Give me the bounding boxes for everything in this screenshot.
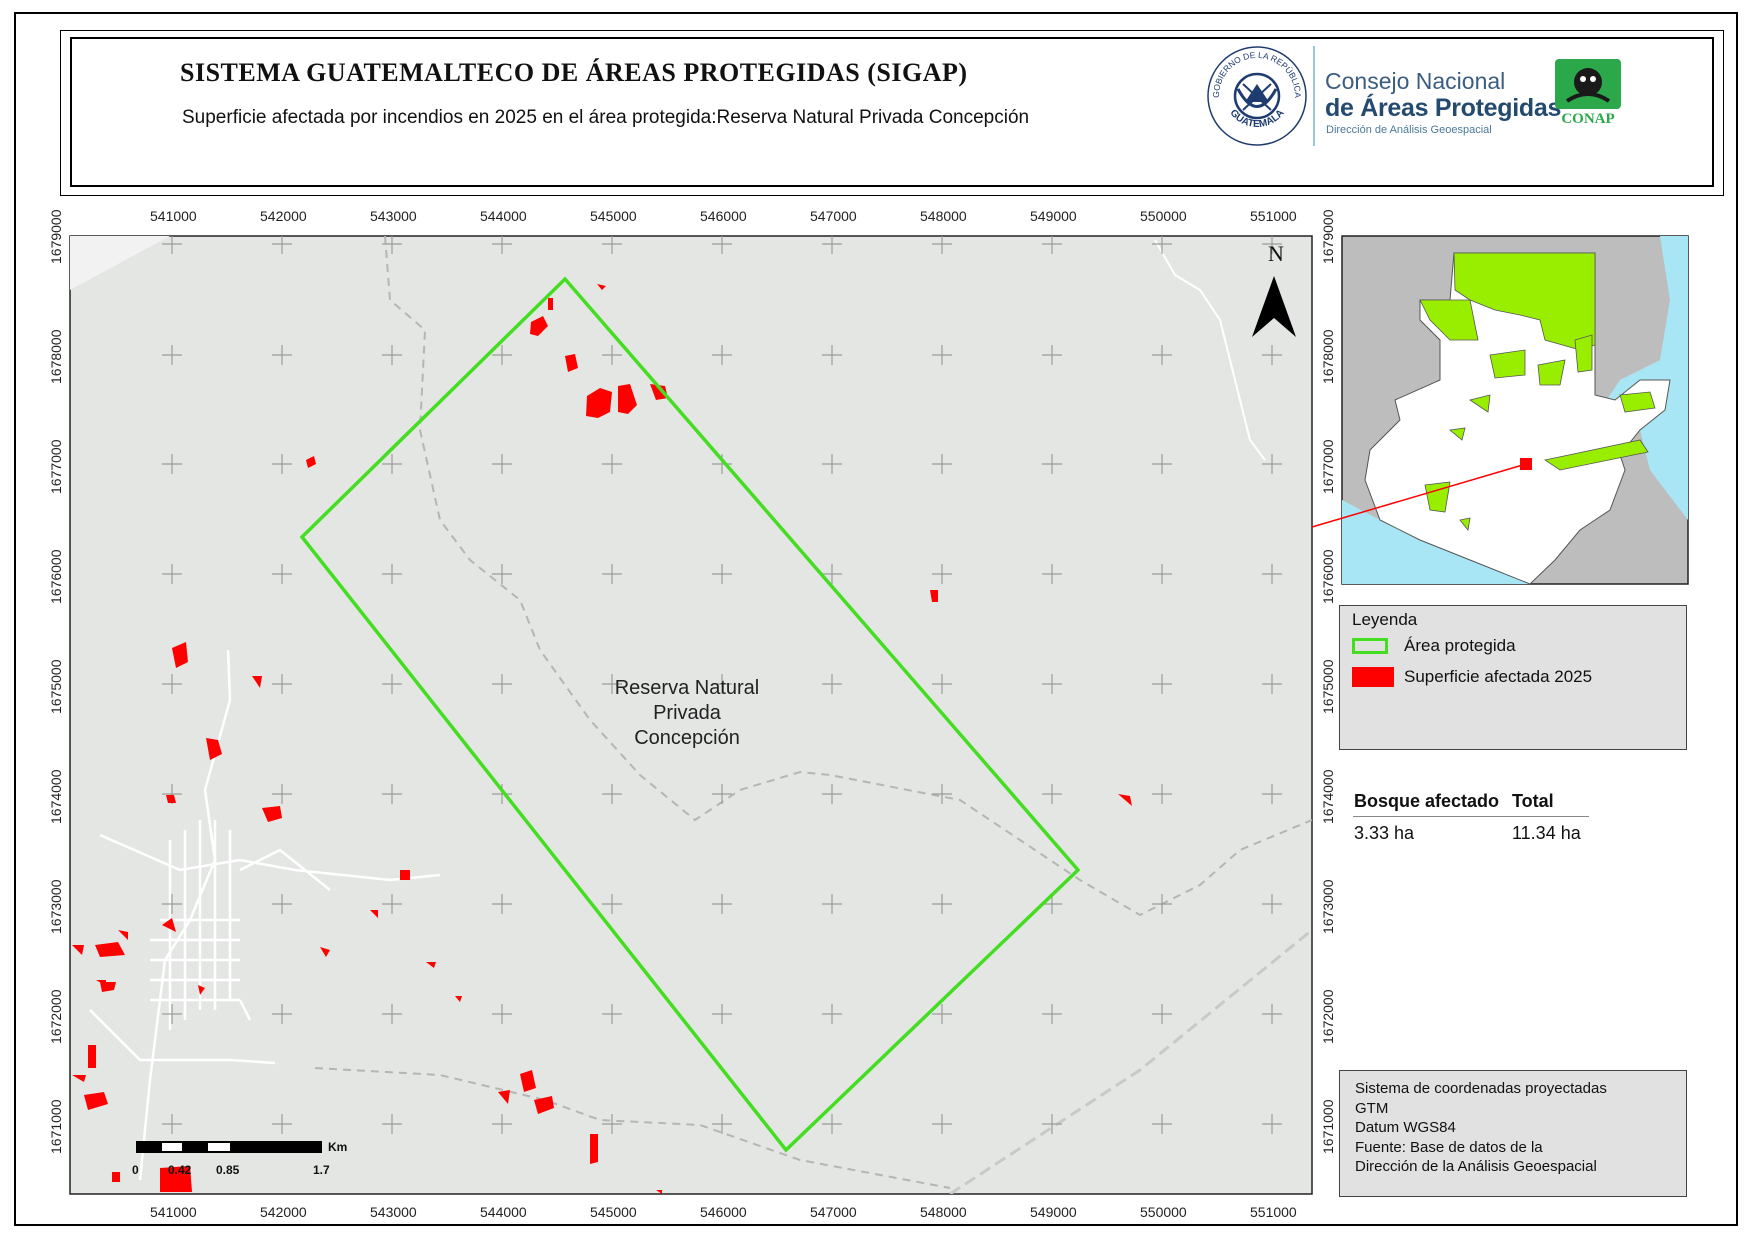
coordinate-info-line: Sistema de coordenadas proyectadas: [1355, 1080, 1607, 1097]
y-tick-right: 1672000: [1320, 989, 1336, 1044]
x-tick-top: 549000: [1030, 208, 1077, 224]
x-tick-bottom: 548000: [920, 1204, 967, 1220]
conap-name-line2: de Áreas Protegidas: [1325, 94, 1562, 122]
municipal-boundaries: [314, 236, 1312, 1189]
y-tick-left: 1675000: [48, 659, 64, 714]
protected-area-label: Reserva Natural Privada Concepción: [587, 676, 787, 751]
coordinate-info-line: Datum WGS84: [1355, 1119, 1456, 1136]
page-frame: [14, 12, 1738, 1226]
legend: Leyenda Área protegida Superficie afecta…: [1339, 605, 1687, 750]
x-tick-bottom: 541000: [150, 1204, 197, 1220]
x-tick-bottom: 547000: [810, 1204, 857, 1220]
x-tick-top: 541000: [150, 208, 197, 224]
legend-item-burned: Superficie afectada 2025: [1352, 667, 1592, 687]
scale-label: 0.85: [216, 1163, 240, 1177]
scale-label: 1.7: [313, 1163, 330, 1177]
x-tick-top: 545000: [590, 208, 637, 224]
y-tick-right: 1676000: [1320, 549, 1336, 604]
logo-divider: [1313, 46, 1315, 146]
y-tick-left: 1673000: [48, 879, 64, 934]
legend-item-protected-area: Área protegida: [1352, 636, 1516, 656]
x-tick-top: 542000: [260, 208, 307, 224]
x-tick-top: 543000: [370, 208, 417, 224]
scale-bar: [136, 1141, 322, 1153]
scale-label: 0.42: [168, 1163, 192, 1177]
y-tick-right: 1677000: [1320, 439, 1336, 494]
y-tick-right: 1675000: [1320, 659, 1336, 714]
map-title: SISTEMA GUATEMALTECO DE ÁREAS PROTEGIDAS…: [180, 58, 968, 87]
area-label-line: Reserva Natural: [614, 677, 760, 699]
area-label-line: Concepción: [634, 727, 740, 749]
inset-water-pacific: [1342, 500, 1530, 584]
table-header-affected-forest: Bosque afectado: [1354, 791, 1500, 811]
x-tick-bottom: 551000: [1250, 1204, 1297, 1220]
inset-map-content: [1342, 236, 1688, 584]
x-tick-bottom: 544000: [480, 1204, 527, 1220]
y-tick-left: 1678000: [48, 329, 64, 384]
y-tick-left: 1676000: [48, 549, 64, 604]
inset-pointer-line: [1311, 463, 1527, 528]
main-map-area: [69, 235, 1313, 1195]
y-tick-left: 1677000: [48, 439, 64, 494]
protected-area-boundary: [299, 276, 1081, 1153]
x-tick-bottom: 549000: [1030, 1204, 1077, 1220]
area-label-line: Privada: [653, 702, 721, 724]
y-tick-right: 1673000: [1320, 879, 1336, 934]
inset-water-caribbean: [1600, 236, 1688, 520]
x-tick-top: 550000: [1140, 208, 1187, 224]
y-tick-right: 1679000: [1320, 209, 1336, 264]
roads: [89, 649, 441, 1181]
table-header-total: Total: [1512, 791, 1554, 811]
scale-unit: Km: [328, 1140, 348, 1154]
header-box: [70, 37, 1714, 187]
y-tick-right: 1678000: [1320, 329, 1336, 384]
x-tick-bottom: 543000: [370, 1204, 417, 1220]
x-tick-top: 547000: [810, 208, 857, 224]
green-outline-swatch: [1352, 638, 1388, 654]
y-tick-right: 1674000: [1320, 769, 1336, 824]
x-tick-top: 551000: [1250, 208, 1297, 224]
coordinate-info-line: Fuente: Base de datos de la: [1355, 1138, 1543, 1156]
legend-item-label: Área protegida: [1404, 636, 1516, 655]
y-tick-right: 1671000: [1320, 1099, 1336, 1154]
north-arrow-icon: [1252, 276, 1296, 337]
x-tick-bottom: 545000: [590, 1204, 637, 1220]
graticule-crosses: [162, 236, 1282, 1134]
y-tick-left: 1671000: [48, 1099, 64, 1154]
coordinate-info-line: Dirección de la Análisis Geoespacial: [1355, 1158, 1597, 1175]
highway: [949, 928, 1312, 1194]
inset-protected-areas: [1419, 252, 1656, 531]
map-subtitle: Superficie afectada por incendios en 202…: [182, 107, 1030, 128]
burned-areas: [72, 284, 1132, 1194]
table-value-affected-forest: 3.33 ha: [1354, 823, 1415, 843]
svg-text:CONAP: CONAP: [1561, 111, 1614, 127]
legend-item-label: Superficie afectada 2025: [1404, 667, 1593, 686]
conap-logo: CONAP: [1555, 59, 1621, 127]
y-tick-left: 1672000: [48, 989, 64, 1044]
red-fill-swatch: [1352, 667, 1394, 687]
scale-label: 0: [132, 1163, 139, 1177]
coordinate-info-line: GTM: [1355, 1099, 1389, 1117]
table-divider: [1353, 816, 1589, 817]
x-tick-top: 548000: [920, 208, 967, 224]
conap-name-line1: Consejo Nacional: [1325, 68, 1506, 94]
x-tick-top: 544000: [480, 208, 527, 224]
y-tick-left: 1679000: [48, 209, 64, 264]
river-top-right: [1154, 239, 1266, 461]
x-tick-bottom: 542000: [260, 1204, 307, 1220]
table-value-total: 11.34 ha: [1512, 823, 1581, 843]
x-tick-bottom: 550000: [1140, 1204, 1187, 1220]
x-tick-bottom: 546000: [700, 1204, 747, 1220]
conap-name-line3: Dirección de Análisis Geoespacial: [1326, 124, 1492, 136]
guatemala-seal-logo: GOBIERNO DE LA REPÚBLICA GUATEMALA: [1207, 46, 1307, 146]
header-frame: [60, 30, 1724, 196]
y-tick-left: 1674000: [48, 769, 64, 824]
main-map-content: [70, 236, 1312, 1194]
north-label: N: [1268, 241, 1284, 266]
coordinate-info-box: Sistema de coordenadas proyectadas GTM D…: [1339, 1070, 1687, 1197]
x-tick-top: 546000: [700, 208, 747, 224]
legend-title: Leyenda: [1352, 610, 1418, 629]
